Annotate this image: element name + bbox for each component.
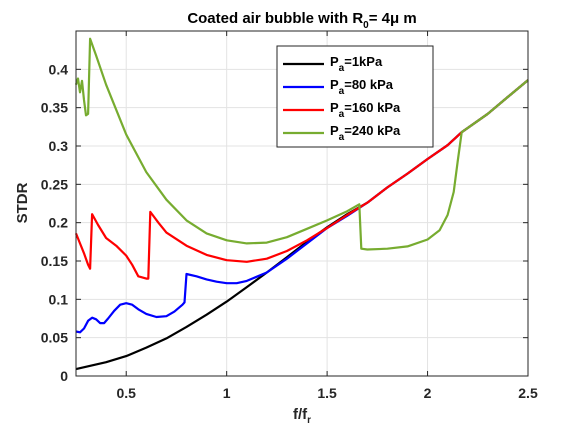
y-tick-label: 0.3 [49, 138, 69, 154]
legend-label-rest: =1kPa [344, 54, 383, 69]
legend-label-rest: =160 kPa [344, 100, 401, 115]
y-tick-label: 0.25 [41, 176, 68, 192]
y-axis-label: STDR [14, 182, 31, 223]
x-tick-labels: 0.5 1 1.5 2 2.5 [116, 385, 537, 401]
legend-label-main: P [330, 77, 339, 92]
chart-title: Coated air bubble with R0= 4μ m [187, 10, 416, 31]
series-line-160kpa [74, 79, 529, 280]
legend-label-subscript: a [339, 63, 345, 74]
legend-label-subscript: a [339, 109, 345, 120]
legend-label-subscript: a [339, 86, 345, 97]
x-tick-label: 2 [424, 385, 432, 401]
legend-label-main: P [330, 123, 339, 138]
legend-label-rest: =80 kPa [344, 77, 394, 92]
series-line-240kpa [74, 37, 529, 251]
x-axis-label-main: f/f [293, 406, 308, 423]
x-axis-label: f/fr [293, 406, 311, 426]
y-tick-labels: 0 0.05 0.1 0.15 0.2 0.25 0.3 0.35 0.4 [41, 61, 68, 384]
legend-label-subscript: a [339, 132, 345, 143]
y-tick-label: 0.2 [49, 215, 69, 231]
title-rest: = 4μ m [369, 10, 417, 27]
legend-label-main: P [330, 100, 339, 115]
y-tick-label: 0.1 [49, 291, 69, 307]
legend-label-160kpa: Pa=160 kPa [330, 100, 401, 120]
x-tick-label: 1.5 [317, 385, 337, 401]
legend-box [276, 45, 434, 148]
y-tick-label: 0.35 [41, 100, 68, 116]
x-tick-label: 2.5 [518, 385, 538, 401]
x-tick-label: 1 [223, 385, 231, 401]
axes-box [75, 30, 529, 377]
y-tick-label: 0.4 [49, 61, 69, 77]
title-subscript: 0 [363, 20, 369, 31]
legend-label-240kpa: Pa=240 kPa [330, 123, 401, 143]
ticks [76, 31, 529, 377]
y-tick-label: 0.15 [41, 253, 68, 269]
title-main: Coated air bubble with R [187, 10, 363, 27]
series-group [74, 37, 529, 371]
x-axis-label-subscript: r [307, 415, 311, 426]
legend-label-1kpa: Pa=1kPa [330, 54, 383, 74]
x-tick-label: 0.5 [116, 385, 136, 401]
legend-label-80kpa: Pa=80 kPa [330, 77, 394, 97]
legend-label-rest: =240 kPa [344, 123, 401, 138]
y-tick-label: 0.05 [41, 330, 68, 346]
y-tick-label: 0 [60, 368, 68, 384]
legend-label-main: P [330, 54, 339, 69]
